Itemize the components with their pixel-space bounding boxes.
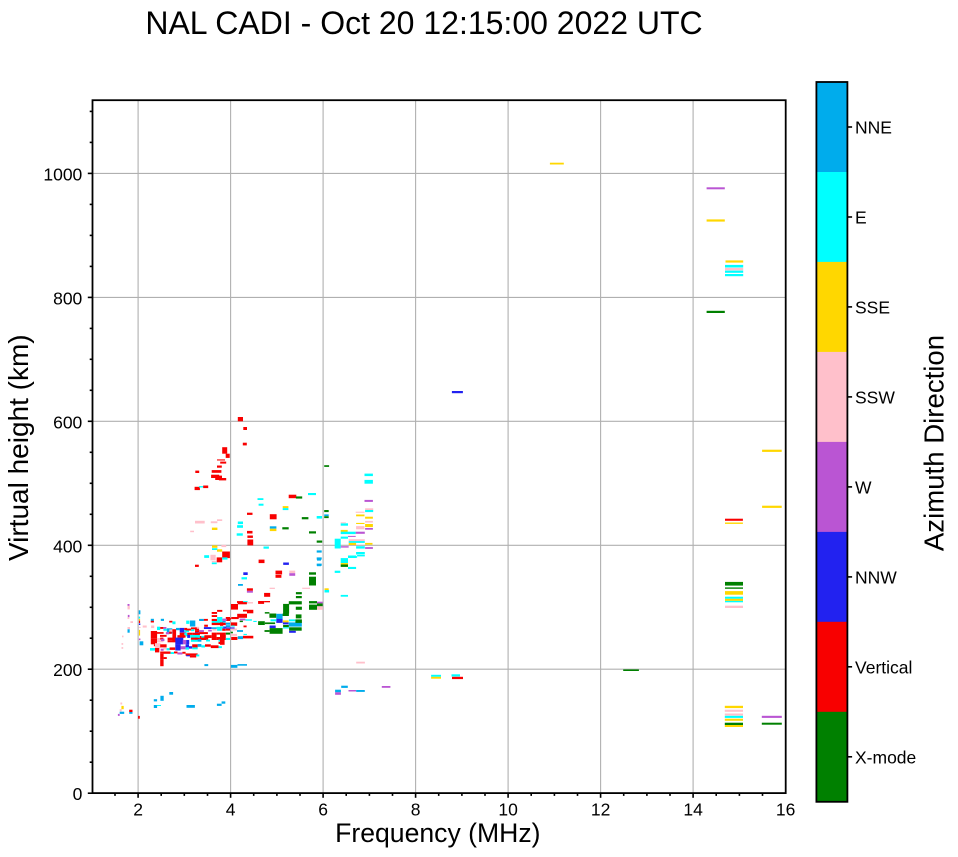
svg-text:NAL CADI - Oct 20 12:15:00 202: NAL CADI - Oct 20 12:15:00 2022 UTC (145, 5, 702, 41)
svg-text:12: 12 (591, 799, 610, 819)
svg-text:4: 4 (226, 799, 236, 819)
svg-text:2: 2 (133, 799, 143, 819)
svg-text:SSW: SSW (855, 388, 895, 408)
svg-text:10: 10 (498, 799, 518, 819)
svg-text:0: 0 (73, 784, 83, 804)
svg-text:SSE: SSE (855, 298, 890, 318)
svg-text:400: 400 (53, 536, 82, 556)
svg-text:Virtual height (km): Virtual height (km) (3, 334, 34, 561)
svg-text:Azimuth Direction: Azimuth Direction (919, 335, 950, 551)
svg-text:1000: 1000 (43, 164, 82, 184)
svg-text:NNE: NNE (855, 118, 892, 138)
svg-text:E: E (855, 208, 867, 228)
svg-text:Vertical: Vertical (855, 657, 912, 677)
svg-text:16: 16 (776, 799, 795, 819)
svg-text:14: 14 (683, 799, 703, 819)
svg-text:600: 600 (53, 412, 82, 432)
svg-text:6: 6 (318, 799, 328, 819)
svg-text:8: 8 (411, 799, 421, 819)
svg-text:NNW: NNW (855, 568, 897, 588)
svg-text:X-mode: X-mode (855, 747, 916, 767)
svg-text:Frequency (MHz): Frequency (MHz) (335, 818, 540, 848)
svg-text:W: W (855, 478, 872, 498)
svg-text:200: 200 (53, 660, 82, 680)
svg-text:800: 800 (53, 288, 82, 308)
